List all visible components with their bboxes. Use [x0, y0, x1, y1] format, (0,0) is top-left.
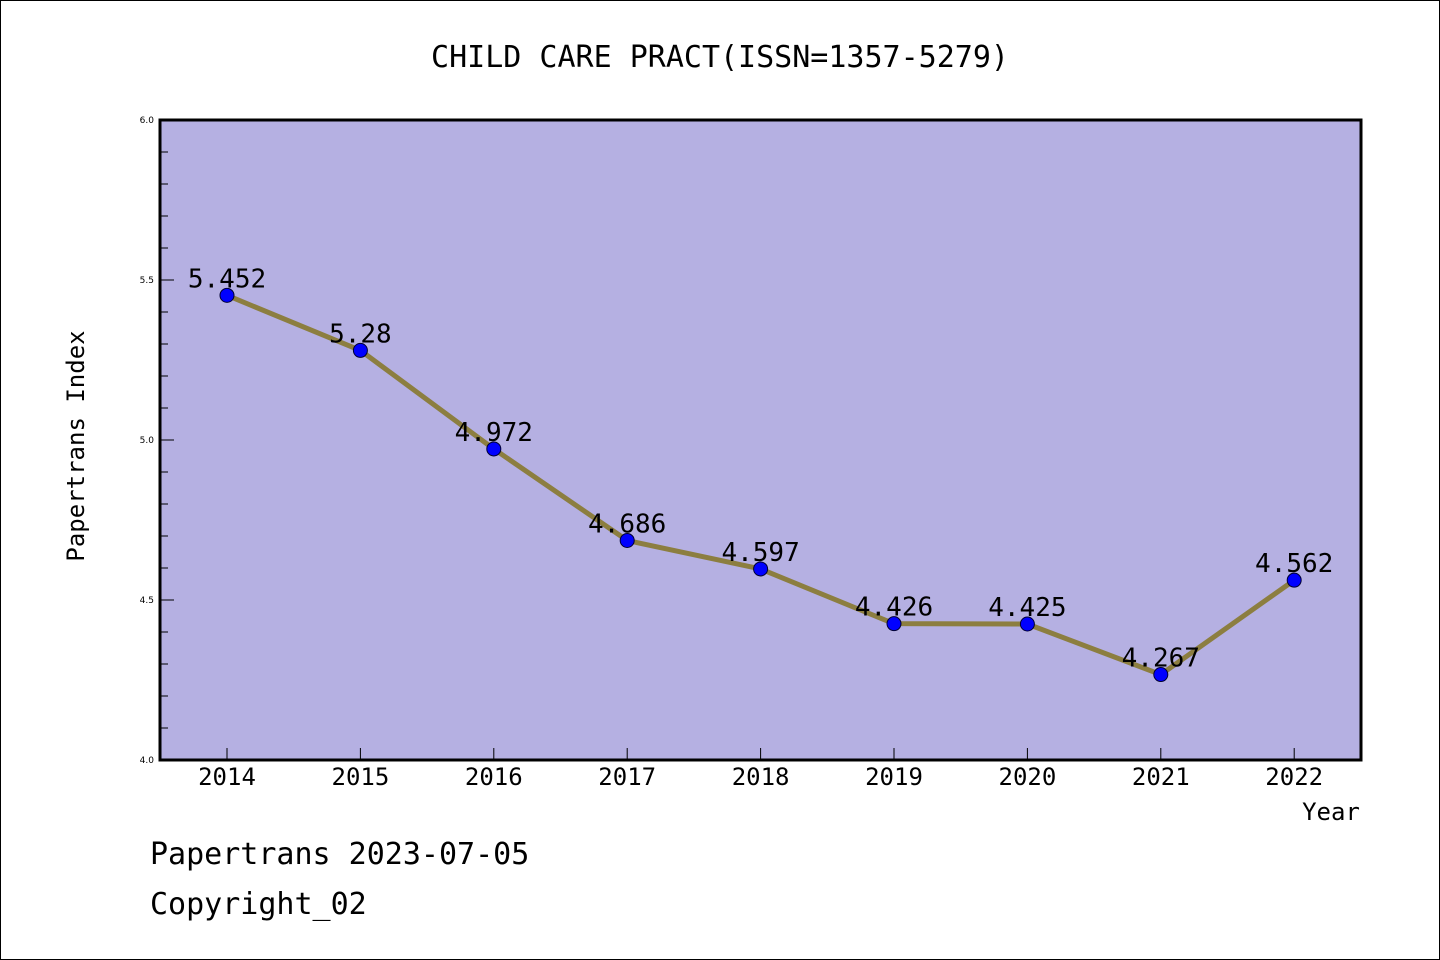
- y-axis-label: Papertrans Index: [62, 330, 90, 561]
- data-label: 4.425: [988, 593, 1066, 623]
- plot-border: [158, 118, 1363, 762]
- x-tick-label: 2017: [598, 763, 656, 791]
- y-tick-label: 5.0: [140, 436, 155, 446]
- plot-area: [160, 120, 1361, 760]
- data-labels: 5.452 5.28 4.972 4.686 4.597 4.426 4.425 4.267 4…: [188, 264, 1333, 673]
- data-label: 4.562: [1255, 549, 1333, 579]
- data-label: 4.267: [1122, 644, 1200, 674]
- x-tick-label: 2020: [999, 763, 1057, 791]
- data-point: [219, 287, 235, 303]
- footer-source: Papertrans 2023-07-05: [150, 837, 529, 872]
- data-point: [753, 561, 769, 577]
- data-point: [1286, 572, 1302, 588]
- data-label: 4.972: [455, 418, 533, 448]
- x-tick-label: 2016: [465, 763, 523, 791]
- data-point: [886, 616, 902, 632]
- y-axis: 4.0 4.5 5.0 5.5 6.0: [140, 116, 174, 766]
- data-label: 5.28: [329, 319, 392, 349]
- data-point: [352, 342, 368, 358]
- x-tick-label: 2021: [1132, 763, 1190, 791]
- x-tick-label: 2022: [1265, 763, 1323, 791]
- x-tick-label: 2014: [198, 763, 256, 791]
- y-tick-label: 6.0: [140, 116, 155, 126]
- data-label: 4.597: [721, 538, 799, 568]
- data-point: [1153, 667, 1169, 683]
- data-point: [1019, 616, 1035, 632]
- data-label: 4.686: [588, 509, 666, 539]
- data-label: 5.452: [188, 264, 266, 294]
- data-label: 4.426: [855, 593, 933, 623]
- data-point: [619, 532, 635, 548]
- data-point: [486, 441, 502, 457]
- y-tick-label: 5.5: [140, 276, 154, 286]
- data-series: [219, 287, 1302, 683]
- chart-title: CHILD CARE PRACT(ISSN=1357-5279): [431, 40, 1009, 75]
- x-axis: 2014 2015 2016 2017 2018 2019 2020 2021 2022: [198, 748, 1323, 791]
- x-tick-label: 2019: [865, 763, 923, 791]
- x-tick-label: 2015: [332, 763, 390, 791]
- footer-copyright: Copyright_02: [150, 887, 367, 922]
- y-tick-label: 4.0: [140, 756, 155, 766]
- y-tick-label: 4.5: [140, 596, 154, 606]
- x-tick-label: 2018: [732, 763, 790, 791]
- x-axis-label: Year: [1302, 798, 1360, 826]
